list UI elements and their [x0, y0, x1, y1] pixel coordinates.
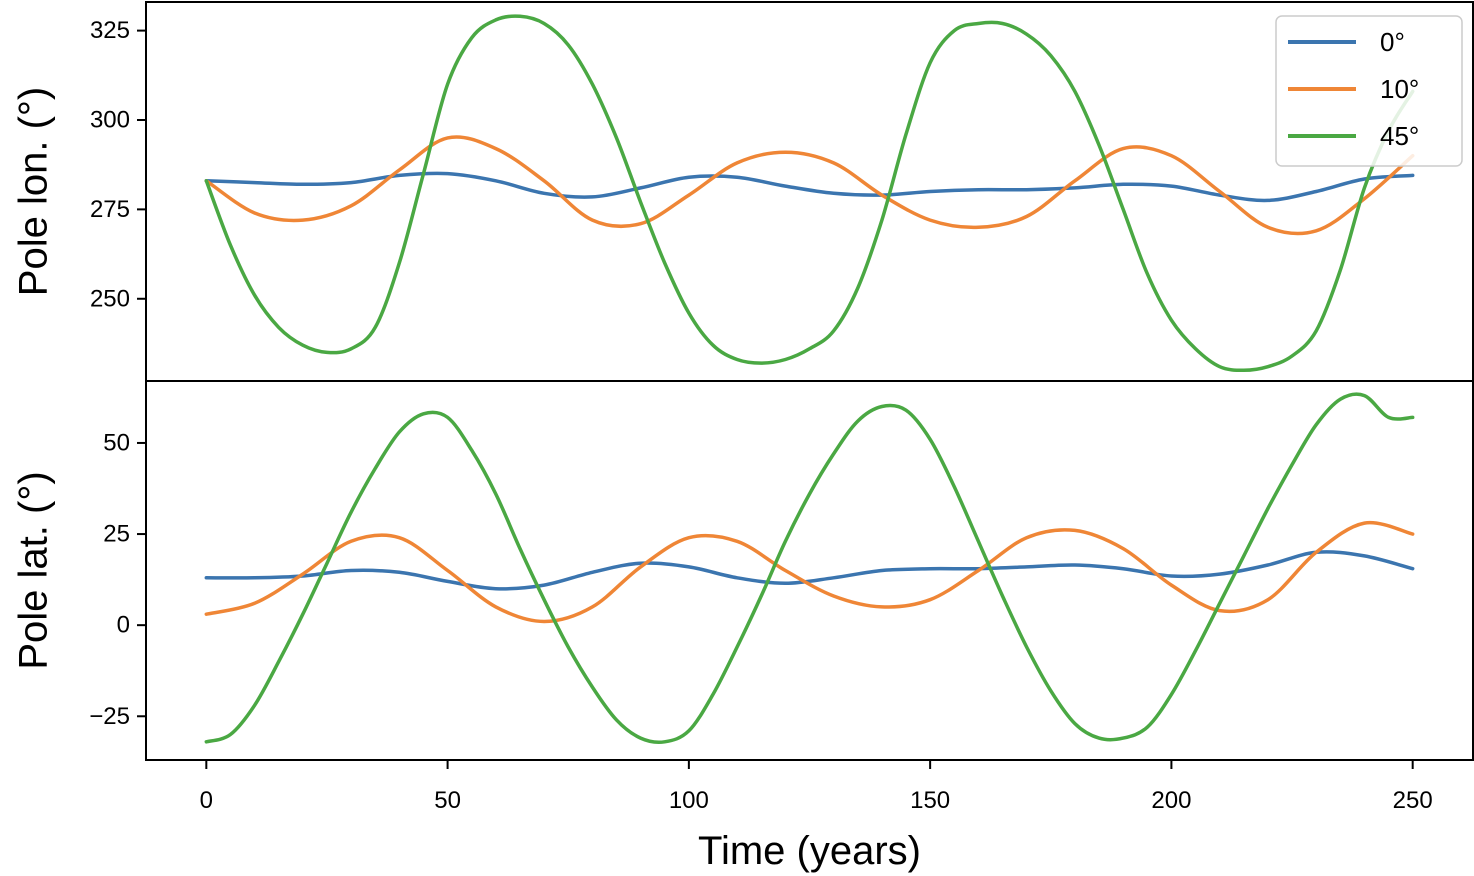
legend-box	[1275, 15, 1463, 167]
lon-ytick-label: 275	[90, 196, 130, 223]
legend-label-10deg: 10°	[1380, 74, 1419, 104]
legend-label-0deg: 0°	[1380, 27, 1405, 57]
xtick-label: 250	[1393, 787, 1433, 814]
lat-ytick-label: 25	[103, 521, 130, 548]
lat-series-0deg	[204, 550, 1415, 591]
lat-series-45deg	[204, 392, 1415, 744]
lon-series-45deg	[204, 14, 1415, 373]
lon-y-axis-label: Pole lon. (°)	[12, 87, 56, 296]
legend: 0° 10° 45°	[1275, 15, 1463, 167]
lat-y-axis-label: Pole lat. (°)	[12, 471, 56, 669]
lon-series-0deg	[204, 171, 1415, 203]
x-ticks: 0 50 100 150 200 250	[200, 760, 1433, 814]
xtick-label: 200	[1151, 787, 1191, 814]
legend-entry-10deg: 10°	[1288, 74, 1419, 104]
lon-ytick-label: 300	[90, 106, 130, 133]
lat-axes-frame	[145, 380, 1474, 761]
lat-series-layer	[204, 392, 1415, 744]
panel-pole-latitude: −25 0 25 50 Pole lat. (°)	[12, 392, 1415, 744]
xtick-label: 100	[669, 787, 709, 814]
lon-ytick-label: 250	[90, 285, 130, 312]
lon-ytick-label: 325	[90, 17, 130, 44]
lat-y-ticks: −25 0 25 50	[89, 429, 146, 730]
lat-ytick-label: 50	[103, 429, 130, 456]
legend-entry-45deg: 45°	[1288, 121, 1419, 151]
x-axis-label: Time (years)	[698, 829, 921, 873]
lon-series-layer	[204, 14, 1415, 373]
xtick-label: 50	[434, 787, 461, 814]
panel-pole-longitude: 250 275 300 325 Pole lon. (°)	[12, 14, 1415, 373]
lat-ytick-label: 0	[117, 612, 130, 639]
lat-series-10deg	[204, 520, 1415, 624]
lon-y-ticks: 250 275 300 325	[90, 17, 146, 312]
xtick-label: 150	[910, 787, 950, 814]
lon-series-10deg	[204, 135, 1415, 236]
legend-entry-0deg: 0°	[1288, 27, 1405, 57]
lat-ytick-label: −25	[89, 703, 130, 730]
xtick-label: 0	[200, 787, 213, 814]
legend-label-45deg: 45°	[1380, 121, 1419, 151]
